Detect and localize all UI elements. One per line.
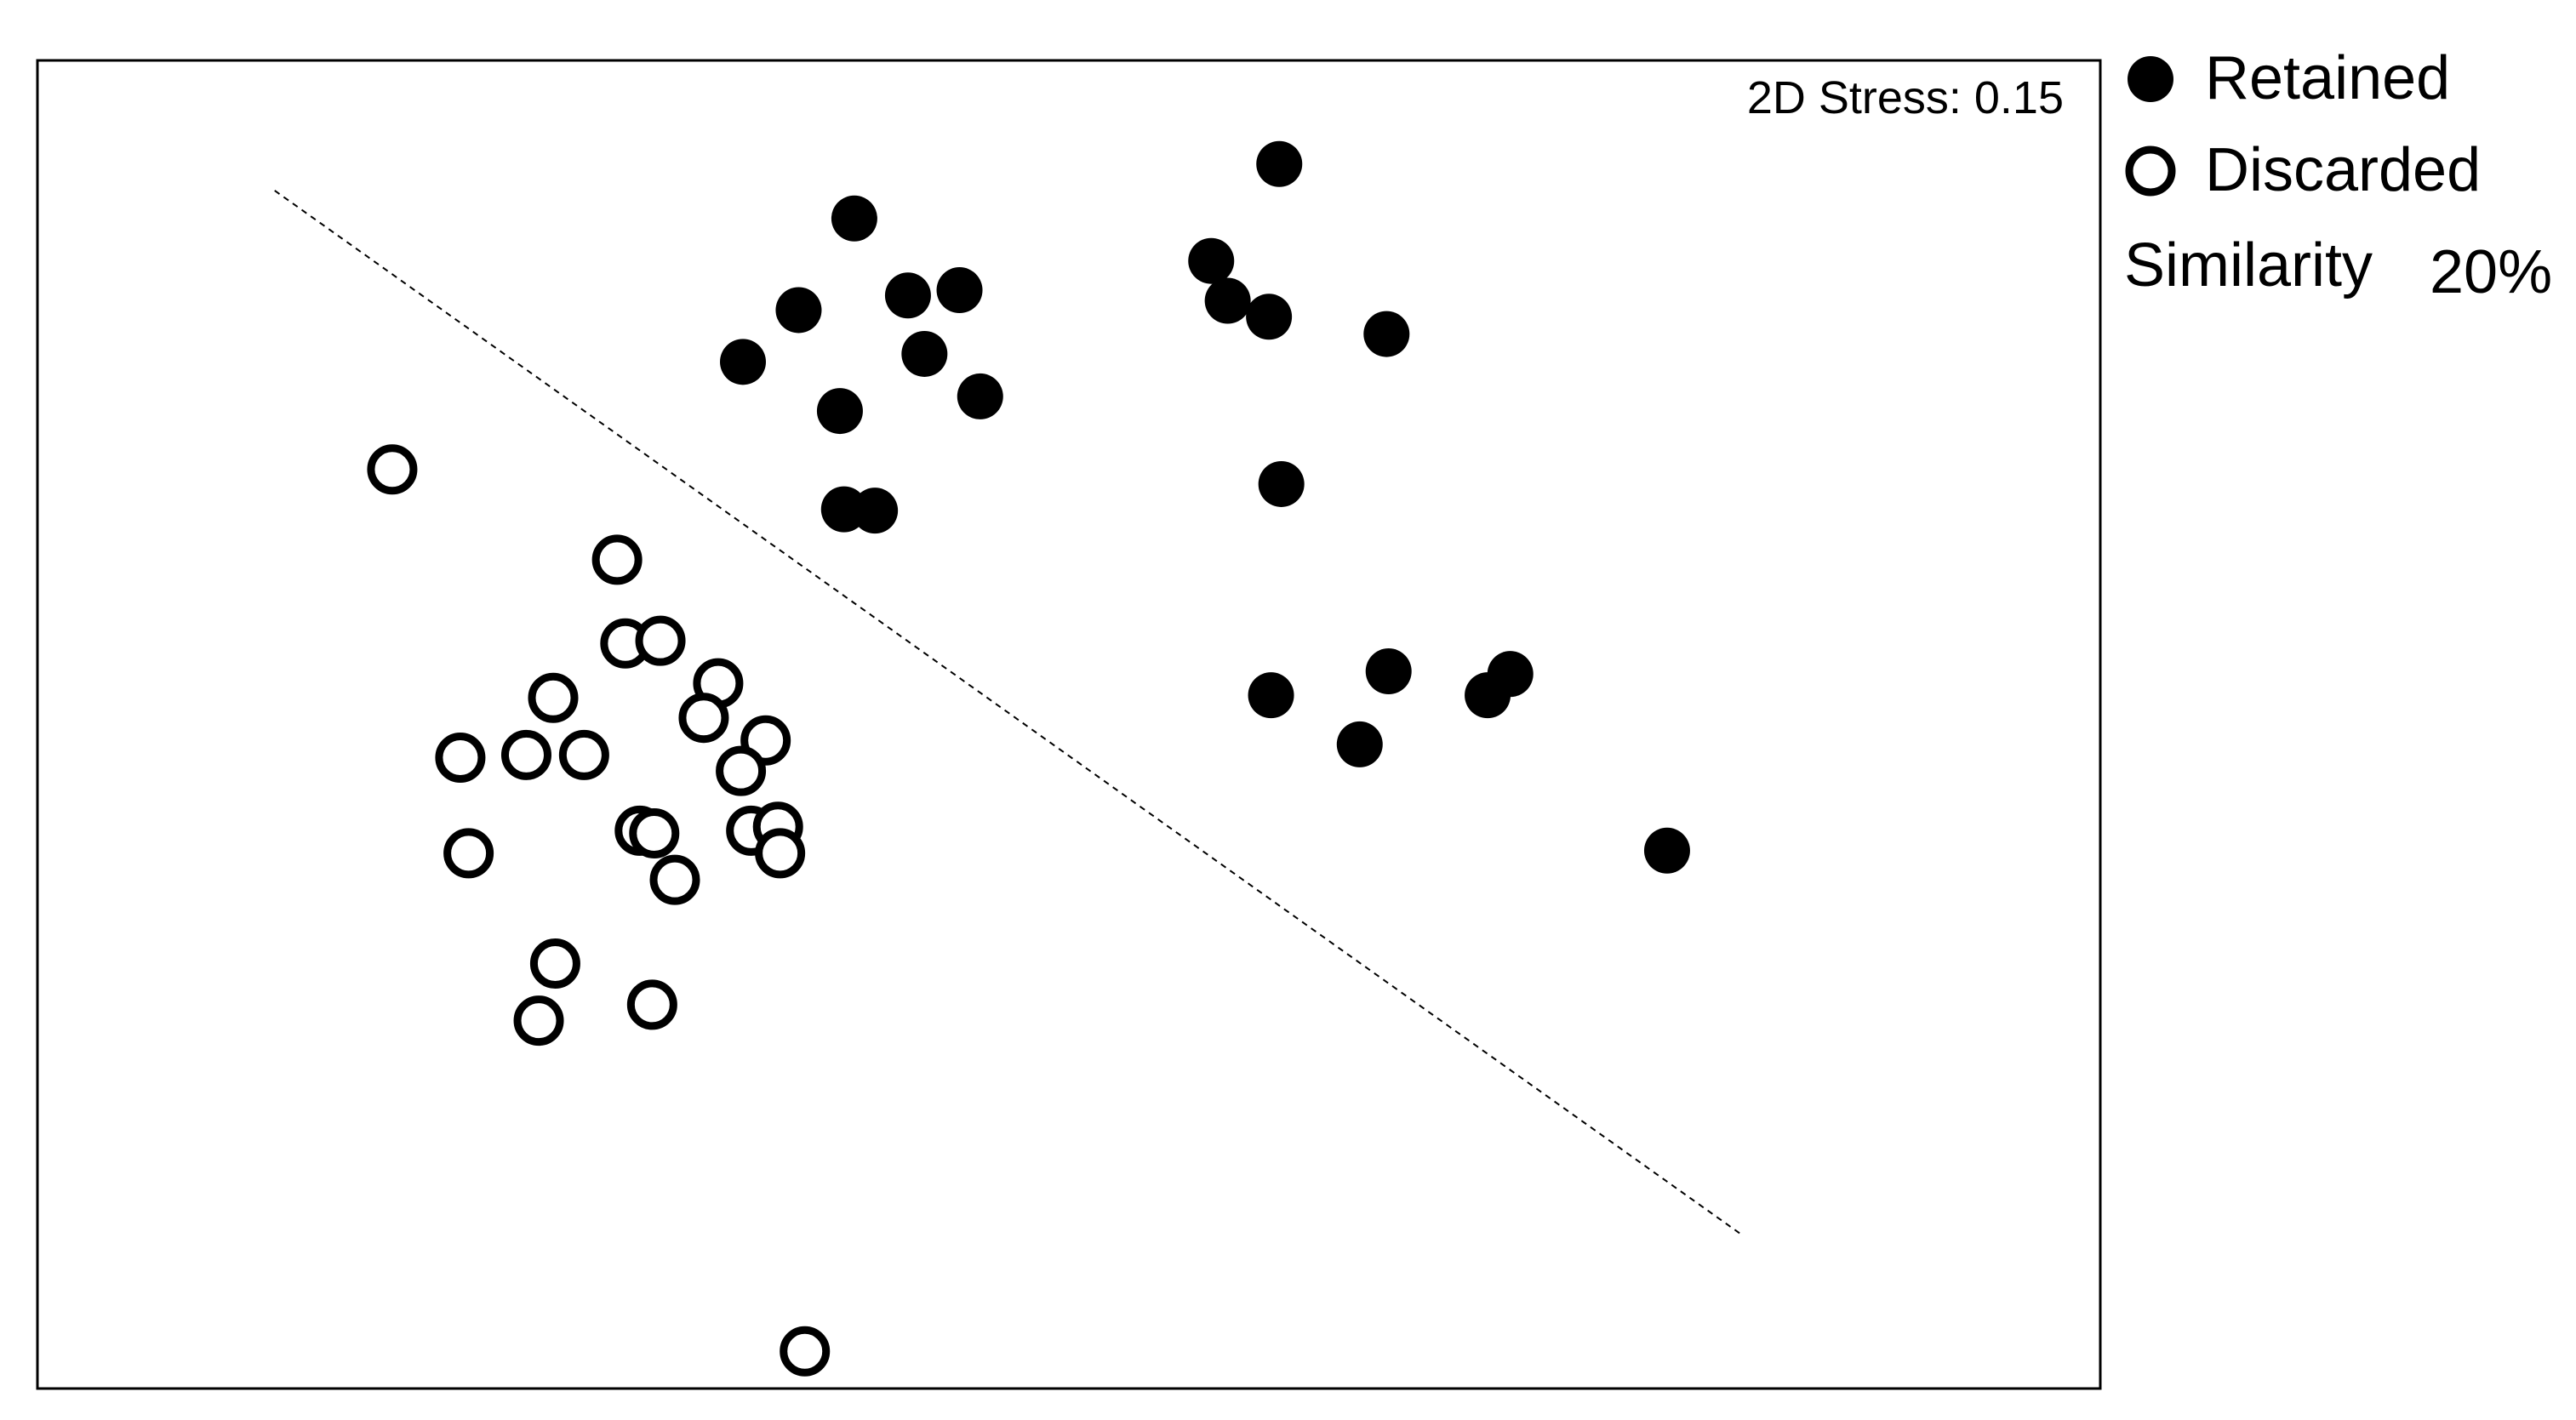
point-discarded-19 xyxy=(443,828,494,879)
plot-frame xyxy=(36,59,2102,1390)
legend-label-discarded: Discarded xyxy=(2205,136,2481,204)
point-discarded-7 xyxy=(528,672,579,723)
point-retained-18 xyxy=(1365,648,1412,695)
point-discarded-18 xyxy=(649,854,700,905)
similarity-label: Similarity xyxy=(2124,231,2373,299)
point-retained-22 xyxy=(1643,827,1690,874)
point-retained-10 xyxy=(852,488,899,534)
similarity-contour-line xyxy=(274,190,1742,1235)
point-discarded-21 xyxy=(513,995,564,1046)
legend-marker-discarded xyxy=(2125,145,2176,197)
point-discarded-2 xyxy=(591,534,643,585)
point-discarded-23 xyxy=(780,1326,831,1377)
point-discarded-20 xyxy=(529,938,580,989)
point-discarded-17 xyxy=(755,828,806,879)
point-retained-5 xyxy=(901,330,948,377)
point-retained-2 xyxy=(775,287,822,334)
legend-label-retained: Retained xyxy=(2205,44,2450,112)
point-retained-11 xyxy=(1256,140,1303,187)
point-discarded-14 xyxy=(629,808,680,859)
point-discarded-11 xyxy=(500,729,551,780)
point-discarded-10 xyxy=(435,733,486,784)
point-retained-16 xyxy=(1258,460,1305,507)
legend-marker-retained xyxy=(2128,56,2173,102)
point-discarded-1 xyxy=(367,444,418,495)
point-retained-6 xyxy=(720,339,767,385)
point-retained-21 xyxy=(1487,651,1534,698)
point-discarded-6 xyxy=(678,693,729,744)
point-retained-7 xyxy=(957,373,1003,419)
point-retained-17 xyxy=(1248,672,1294,719)
point-discarded-22 xyxy=(626,979,677,1030)
point-retained-19 xyxy=(1336,721,1383,767)
point-retained-8 xyxy=(816,388,863,435)
similarity-value: 20% xyxy=(2430,238,2552,306)
point-discarded-9 xyxy=(716,745,767,796)
separator-layer xyxy=(274,190,1742,1235)
point-retained-13 xyxy=(1204,277,1251,324)
point-retained-12 xyxy=(1188,237,1235,284)
point-discarded-4 xyxy=(635,615,686,666)
point-retained-14 xyxy=(1246,294,1293,340)
points-layer xyxy=(367,140,1690,1377)
point-discarded-12 xyxy=(558,729,609,780)
point-retained-3 xyxy=(884,272,931,319)
point-retained-4 xyxy=(936,267,983,314)
point-retained-1 xyxy=(831,195,877,242)
point-retained-15 xyxy=(1363,311,1410,357)
stress-annotation: 2D Stress: 0.15 xyxy=(1747,72,2064,123)
